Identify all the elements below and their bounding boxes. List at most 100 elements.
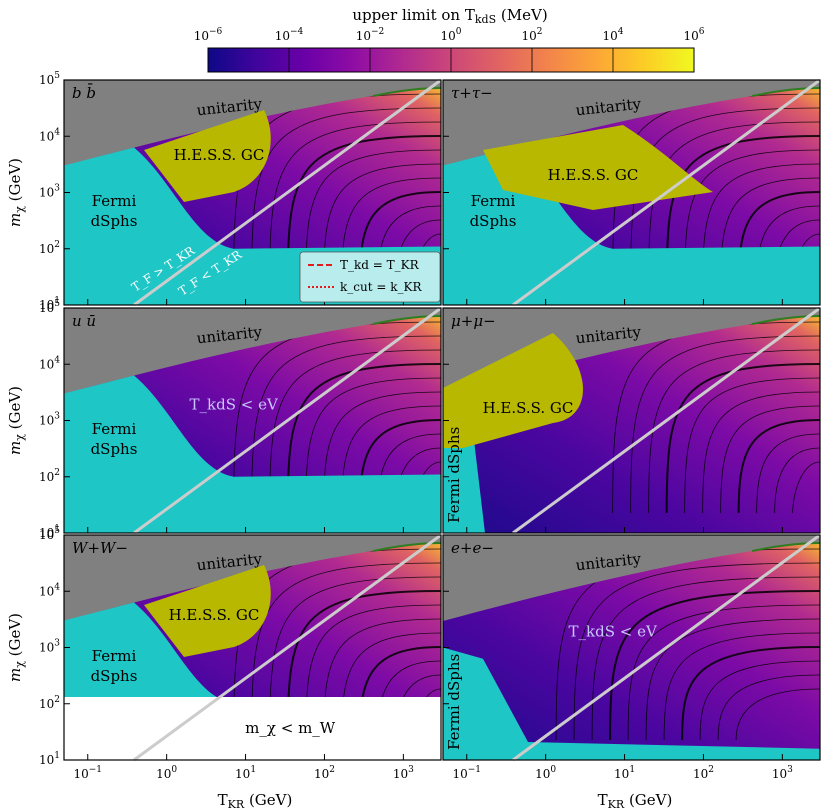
y-tick-label: 103 [39, 184, 60, 200]
y-tick-label: 104 [39, 582, 60, 598]
y-tick-label: 101 [39, 296, 60, 312]
channel-label: b b̄ [72, 84, 96, 102]
contour-line [702, 391, 821, 514]
contour-line [717, 674, 821, 741]
x-tick-label: 102 [693, 765, 714, 781]
fermi-label-line2: dSphs [470, 212, 517, 230]
contour-line [609, 590, 821, 741]
x-tick-label: 100 [535, 765, 556, 781]
channel-label: μ+μ− [451, 312, 496, 330]
contour-line [269, 349, 442, 514]
hess-label: H.E.S.S. GC [483, 399, 574, 417]
contour-line [591, 576, 821, 741]
colorbar-tick-label: 100 [440, 27, 461, 43]
legend: T_kd = T_KR k_cut = k_KR [299, 251, 441, 303]
colorbar-tick-label: 10−6 [194, 27, 223, 43]
unitarity-region [443, 535, 820, 621]
contour-line [792, 461, 821, 514]
y-tick-label: 102 [39, 240, 60, 256]
unitarity-boundary [372, 315, 442, 325]
contour-lines [555, 548, 821, 741]
x-tick-label: 102 [314, 765, 335, 781]
legend-box [299, 251, 441, 303]
y-tick-label: 104 [39, 127, 60, 143]
y-tick-label: 103 [39, 639, 60, 655]
channel-label: W+W− [72, 539, 128, 557]
mw-excluded-region [64, 697, 441, 760]
x-tick-label: 10−1 [452, 765, 481, 781]
colorbar-title: upper limit on TkdS (MeV) [352, 6, 547, 26]
colorbar-tick-label: 10−4 [275, 27, 304, 43]
x-tick-label: 10−1 [73, 765, 102, 781]
hess-region [483, 125, 713, 210]
contour-line [681, 646, 821, 741]
y-tick-label: 101 [39, 524, 60, 540]
channel-label: τ+τ− [451, 84, 493, 102]
contour-line [648, 121, 821, 286]
y-tick-label: 101 [39, 751, 60, 767]
contour-line [627, 604, 821, 741]
fermi-label: Fermi [471, 192, 516, 210]
tf-equals-tkr-line [133, 78, 442, 307]
colorbar-ticks: 10−6 10−4 10−2 100 102 104 106 [194, 27, 705, 72]
y-axis-label: mχ (GeV) [6, 158, 26, 227]
contour-line [720, 405, 821, 514]
unitarity-boundary [372, 87, 442, 97]
tf-equals-tkr-line [133, 306, 442, 535]
contour-line [648, 349, 821, 514]
contour-line [630, 335, 821, 514]
contour-line [630, 107, 821, 286]
hess-label: H.E.S.S. GC [548, 166, 639, 184]
fermi-region [64, 375, 441, 533]
contour-line [665, 363, 821, 514]
fermi-label: Fermi [92, 420, 137, 438]
contour-line [684, 377, 821, 514]
colorbar-tick-label: 10−2 [356, 27, 385, 43]
contour-lines [233, 321, 442, 514]
x-tick-label: 100 [156, 765, 177, 781]
unitarity-region [64, 308, 441, 394]
tkds-label: T_kdS < eV [190, 395, 279, 413]
fermi-region [443, 647, 820, 760]
contour-line [269, 121, 442, 286]
y-axis-label: mχ (GeV) [6, 386, 26, 455]
unitarity-boundary [751, 542, 821, 552]
hess-region [144, 110, 271, 202]
y-tick-label: 102 [39, 695, 60, 711]
mw-label: m_χ < m_W [245, 719, 336, 737]
tf-equals-tkr-line [512, 533, 821, 762]
contour-line [756, 433, 821, 514]
x-tick-label: 103 [393, 765, 414, 781]
contour-line [663, 632, 821, 741]
colorbar: upper limit on TkdS (MeV) 10−6 10−4 10−2 10… [194, 6, 705, 73]
hess-label: H.E.S.S. GC [169, 606, 260, 624]
fermi-label: Fermi dSphs [445, 654, 463, 750]
y-tick-label: 102 [39, 468, 60, 484]
x-axis-label-left: TKR (GeV) [218, 791, 293, 811]
legend-label: T_kd = T_KR [340, 258, 420, 272]
x-tick-label: 101 [235, 765, 256, 781]
tkds-label: T_kdS < eV [569, 622, 658, 640]
y-tick-label: 103 [39, 412, 60, 428]
contour-lines [612, 321, 821, 514]
contour-line [573, 562, 821, 741]
y-axis-label: mχ (GeV) [6, 613, 26, 682]
legend-label: k_cut = k_KR [340, 280, 422, 294]
contour-line [251, 335, 442, 514]
colorbar-tick-label: 104 [602, 27, 623, 43]
unitarity-region [443, 308, 820, 394]
contour-line [774, 447, 821, 514]
x-axis-label-right: TKR (GeV) [598, 791, 673, 811]
colorbar-tick-label: 106 [683, 27, 704, 43]
unitarity-region [64, 80, 441, 166]
contour-line [737, 419, 821, 514]
contour-line [699, 660, 821, 741]
unitarity-region [443, 80, 820, 166]
y-tick-label: 105 [39, 71, 60, 87]
fermi-label: Fermi [92, 192, 137, 210]
